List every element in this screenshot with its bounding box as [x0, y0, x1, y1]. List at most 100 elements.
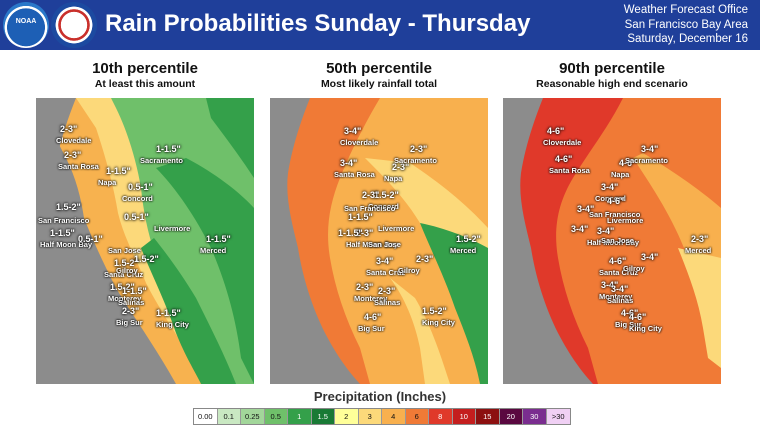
- rainfall-value-label: 4-6": [364, 312, 382, 322]
- city-label: King City: [422, 318, 455, 327]
- panel-50th-heading: 50th percentile Most likely rainfall tot…: [270, 60, 488, 90]
- city-label: Half Moon Bay: [587, 238, 640, 247]
- city-label: Merced: [200, 246, 227, 255]
- city-label: Sacramento: [625, 156, 668, 165]
- legend-swatch: 0.1: [217, 409, 241, 424]
- city-label: San Jose: [108, 246, 141, 255]
- rainfall-value-label: 3-4": [344, 126, 362, 136]
- rainfall-value-label: 0.5-1": [78, 234, 103, 244]
- legend-swatch: 0.5: [264, 409, 288, 424]
- city-label: San Jose: [368, 240, 401, 249]
- legend-swatch: 2: [335, 409, 359, 424]
- city-label: San Francisco: [38, 216, 90, 225]
- rainfall-value-label: 2-3": [378, 286, 396, 296]
- rainfall-value-label: 1.5-2": [110, 282, 135, 292]
- panel-title: 90th percentile: [559, 60, 665, 77]
- city-label: Half Moon Bay: [40, 240, 93, 249]
- panel-subtitle: At least this amount: [94, 78, 196, 90]
- office-area: San Francisco Bay Area: [624, 18, 748, 31]
- city-label: Monterey: [108, 294, 142, 303]
- rainfall-value-label: 3-4": [597, 226, 615, 236]
- city-label: Santa Cruz: [366, 268, 406, 277]
- city-label: King City: [156, 320, 189, 329]
- city-label: Napa: [611, 170, 630, 179]
- rainfall-value-label: 3-4": [601, 182, 619, 192]
- rainfall-value-label: 2-3": [64, 150, 82, 160]
- legend-swatch: 3: [358, 409, 382, 424]
- city-label: Santa Cruz: [599, 268, 639, 277]
- city-label: Livermore: [154, 224, 191, 233]
- legend-swatch: 0.25: [241, 409, 265, 424]
- rainfall-value-label: 1.5-2": [456, 234, 481, 244]
- city-label: Gilroy: [623, 264, 645, 273]
- panel-90th-heading: 90th percentile Reasonable high end scen…: [503, 60, 721, 90]
- city-label: Sacramento: [140, 156, 183, 165]
- rainfall-value-label: 1.5-2": [56, 202, 81, 212]
- city-label: Cloverdale: [543, 138, 582, 147]
- rainfall-value-label: 1-1.5": [338, 228, 363, 238]
- city-label: Concord: [595, 194, 626, 203]
- rainfall-value-label: 4-6": [629, 312, 647, 322]
- city-label: Gilroy: [398, 266, 420, 275]
- city-label: San Jose: [601, 236, 634, 245]
- precipitation-legend: 0.00 0.1 0.25 0.5 1 1.5 2 3 4 6 8 10 15 20 30 >30: [193, 408, 571, 425]
- city-label: Santa Rosa: [334, 170, 375, 179]
- panel-subtitle: Reasonable high end scenario: [536, 78, 688, 90]
- rainfall-value-label: 1-1.5": [156, 144, 181, 154]
- rainfall-value-label: 4-6": [555, 154, 573, 164]
- city-label: King City: [629, 324, 662, 333]
- rainfall-value-label: 1.5-2": [422, 306, 447, 316]
- city-label: Big Sur: [615, 320, 642, 329]
- rainfall-value-label: 1-1.5": [106, 166, 131, 176]
- city-label: Santa Cruz: [104, 270, 144, 279]
- rainfall-value-label: 2-3": [691, 234, 709, 244]
- legend-swatch: 30: [523, 409, 547, 424]
- legend-swatch: 20: [499, 409, 523, 424]
- legend-swatch: 10: [452, 409, 476, 424]
- city-label: Big Sur: [116, 318, 143, 327]
- city-label: Salinas: [374, 298, 401, 307]
- rainfall-value-label: 1-1.5": [122, 286, 147, 296]
- rainfall-value-label: 4-6": [619, 158, 637, 168]
- rainfall-value-label: 4-6": [609, 256, 627, 266]
- rainfall-value-label: 3-4": [340, 158, 358, 168]
- noaa-logo-text: NOAA: [15, 18, 37, 25]
- legend-swatch: 1: [288, 409, 312, 424]
- city-label: Clovedale: [56, 136, 92, 145]
- city-label: Santa Rosa: [58, 162, 99, 171]
- legend-swatch: 6: [405, 409, 429, 424]
- city-label: Gilroy: [116, 266, 138, 275]
- panel-title: 50th percentile: [326, 60, 432, 77]
- map-10th-percentile: Clovedale 2-3" Santa Rosa 2-3" Napa 1-1.5" Sac…: [36, 98, 254, 384]
- city-label: San Francisco: [589, 210, 641, 219]
- city-label: Livermore: [607, 216, 644, 225]
- rainfall-value-label: 3-4": [571, 224, 589, 234]
- legend-swatch: 0.00: [194, 409, 218, 424]
- rainfall-value-label: 3-4": [577, 204, 595, 214]
- legend-title: Precipitation (Inches): [313, 389, 447, 404]
- city-label: San Francisco: [344, 204, 396, 213]
- rainfall-value-label: 2-3": [362, 190, 380, 200]
- city-label: Concord: [122, 194, 153, 203]
- rainfall-value-label: 3-4": [611, 284, 629, 294]
- rainfall-value-label: 0.5-1": [128, 182, 153, 192]
- city-label: Monterey: [354, 294, 388, 303]
- map-50th-percentile: Cloverdale 3-4" Santa Rosa 3-4" Napa 2-3" Sacr…: [270, 98, 488, 384]
- rainfall-value-label: 2-3": [60, 124, 78, 134]
- city-label: Livermore: [378, 224, 415, 233]
- office-info: Weather Forecast Office San Francisco Ba…: [624, 3, 748, 47]
- rainfall-value-label: 1.5-2": [114, 258, 139, 268]
- rainfall-value-label: 2-3": [122, 306, 140, 316]
- city-label: Sacramento: [394, 156, 437, 165]
- rainfall-value-label: 3-4": [641, 144, 659, 154]
- legend-swatch: 4: [382, 409, 406, 424]
- map-90th-percentile: Cloverdale 4-6" Santa Rosa 4-6" Napa 4-6" Sacr…: [503, 98, 721, 384]
- rainfall-value-label: 1-1.5": [50, 228, 75, 238]
- city-label: Concord: [368, 202, 399, 211]
- rainfall-value-label: 3-4": [641, 252, 659, 262]
- rainfall-value-label: 1.5-2": [374, 190, 399, 200]
- issue-date: Saturday, December 16: [627, 33, 748, 45]
- city-label: Napa: [384, 174, 403, 183]
- rainfall-value-label: 4-6": [621, 308, 639, 318]
- rainfall-value-label: 1-1.5": [206, 234, 231, 244]
